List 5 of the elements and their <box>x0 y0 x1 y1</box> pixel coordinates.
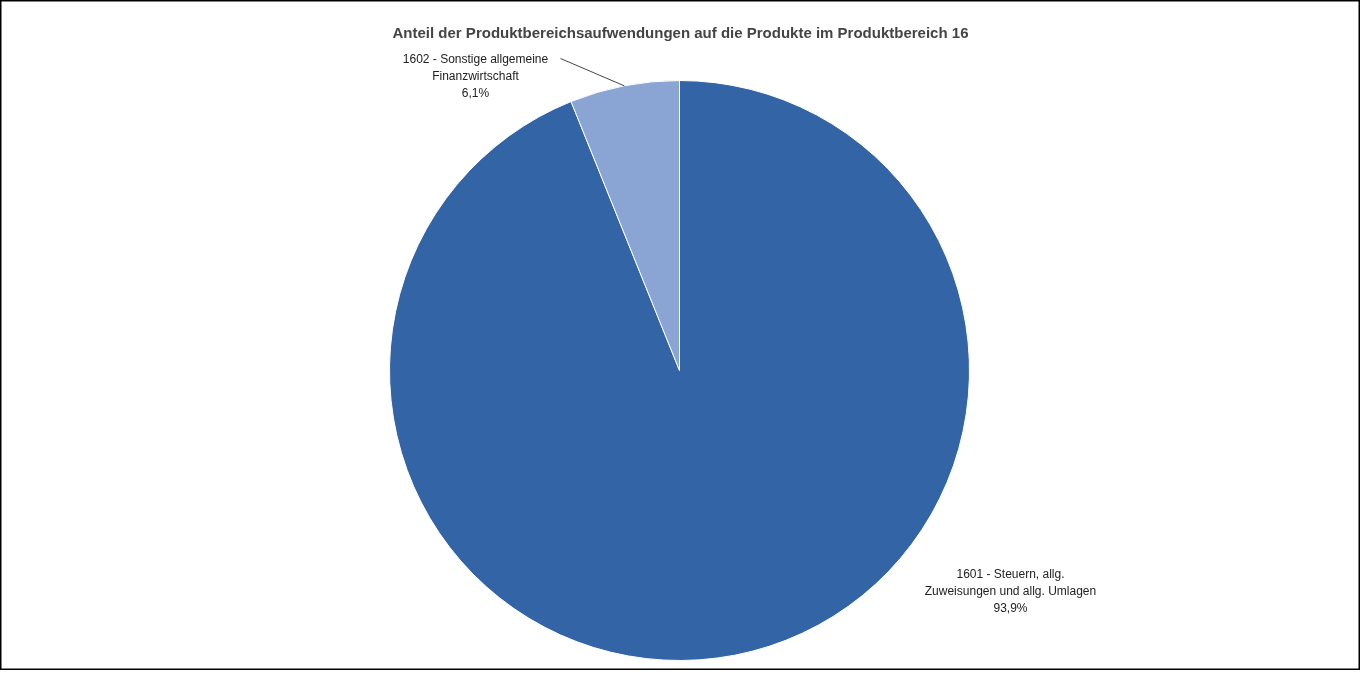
data-label: 6,1% <box>461 85 490 100</box>
chart-title: Anteil der Produktbereichsaufwendungen auf die Produkte im Produktbereich 16 <box>392 24 969 41</box>
slice-label: 1601 - Steuern, allg. Zuweisungen und allg. Umlagen <box>924 566 1097 598</box>
slice-label: 1602 - Sonstige allgemeine Finanzwirtschaft <box>402 51 549 83</box>
data-label: 93,9% <box>993 600 1028 615</box>
